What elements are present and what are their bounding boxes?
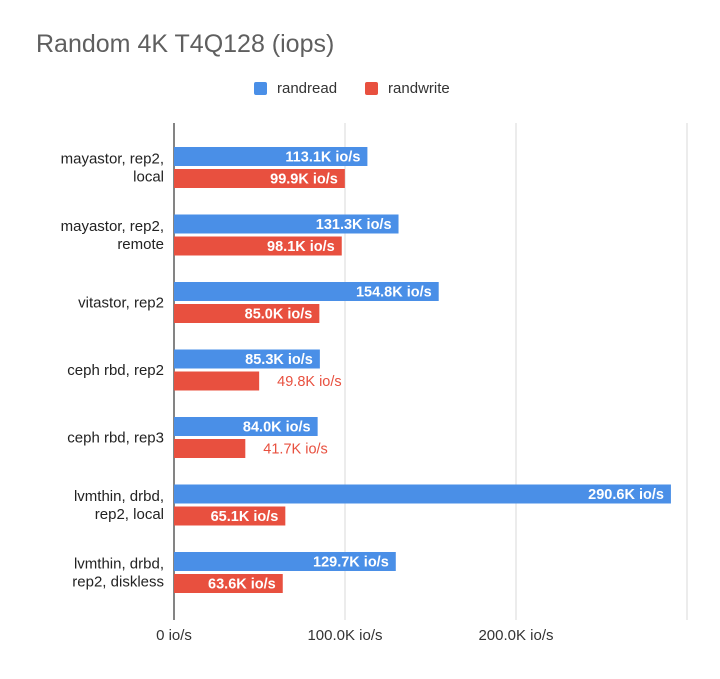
data-label-randread: 113.1K io/s (285, 150, 360, 166)
bar-randwrite (174, 439, 246, 458)
bar-randwrite (174, 371, 260, 391)
data-label-randread: 290.6K io/s (588, 487, 664, 503)
data-label-randread: 129.7K io/s (313, 555, 389, 571)
x-tick-label: 200.0K io/s (478, 627, 553, 644)
bar-randwrite (174, 304, 320, 323)
data-label-randread: 84.0K io/s (243, 420, 311, 436)
bar-randread (174, 214, 399, 234)
data-label-randwrite: 99.9K io/s (270, 172, 338, 188)
data-label-randwrite: 65.1K io/s (211, 509, 279, 525)
data-label-randread: 131.3K io/s (316, 217, 392, 233)
chart-title: Random 4K T4Q128 (iops) (36, 30, 335, 58)
legend-swatch-randread (254, 82, 267, 95)
x-tick-label: 0 io/s (156, 627, 192, 644)
x-tick-label: 100.0K io/s (307, 627, 382, 644)
data-label-randwrite: 85.0K io/s (245, 307, 313, 323)
bar-randwrite (174, 236, 342, 256)
category-label: ceph rbd, rep2 (67, 362, 164, 379)
legend-label-randwrite: randwrite (388, 80, 450, 97)
legend: randread randwrite (254, 80, 478, 97)
category-label: local (133, 169, 164, 186)
bar-randwrite (174, 169, 345, 188)
data-label-randwrite: 63.6K io/s (208, 577, 276, 593)
bar-randread (174, 282, 439, 301)
bar-randread (174, 147, 368, 166)
bar-randwrite (174, 506, 286, 526)
category-label: rep2, local (95, 506, 164, 523)
category-label: ceph rbd, rep3 (67, 430, 164, 447)
data-label-randread: 85.3K io/s (245, 352, 313, 368)
legend-item-randread[interactable]: randread (254, 80, 337, 97)
data-label-randwrite: 49.8K io/s (277, 374, 342, 390)
legend-label-randread: randread (277, 80, 338, 97)
data-label-randwrite: 41.7K io/s (263, 442, 328, 458)
bar-randwrite (174, 574, 283, 593)
category-label: vitastor, rep2 (78, 295, 164, 312)
bar-randread (174, 417, 318, 436)
bar-randread (174, 552, 396, 571)
category-label: lvmthin, drbd, (74, 556, 164, 573)
bar-randread (174, 349, 320, 369)
legend-swatch-randwrite (365, 82, 379, 95)
category-label: mayastor, rep2, (61, 218, 164, 235)
bar-randread (174, 484, 671, 504)
category-label: mayastor, rep2, (61, 151, 164, 168)
data-label-randwrite: 98.1K io/s (267, 239, 335, 255)
category-label: rep2, diskless (72, 574, 164, 591)
category-label: remote (117, 236, 164, 253)
data-label-randread: 154.8K io/s (356, 285, 432, 301)
category-label: lvmthin, drbd, (74, 488, 164, 505)
legend-item-randwrite[interactable]: randwrite (365, 80, 450, 97)
